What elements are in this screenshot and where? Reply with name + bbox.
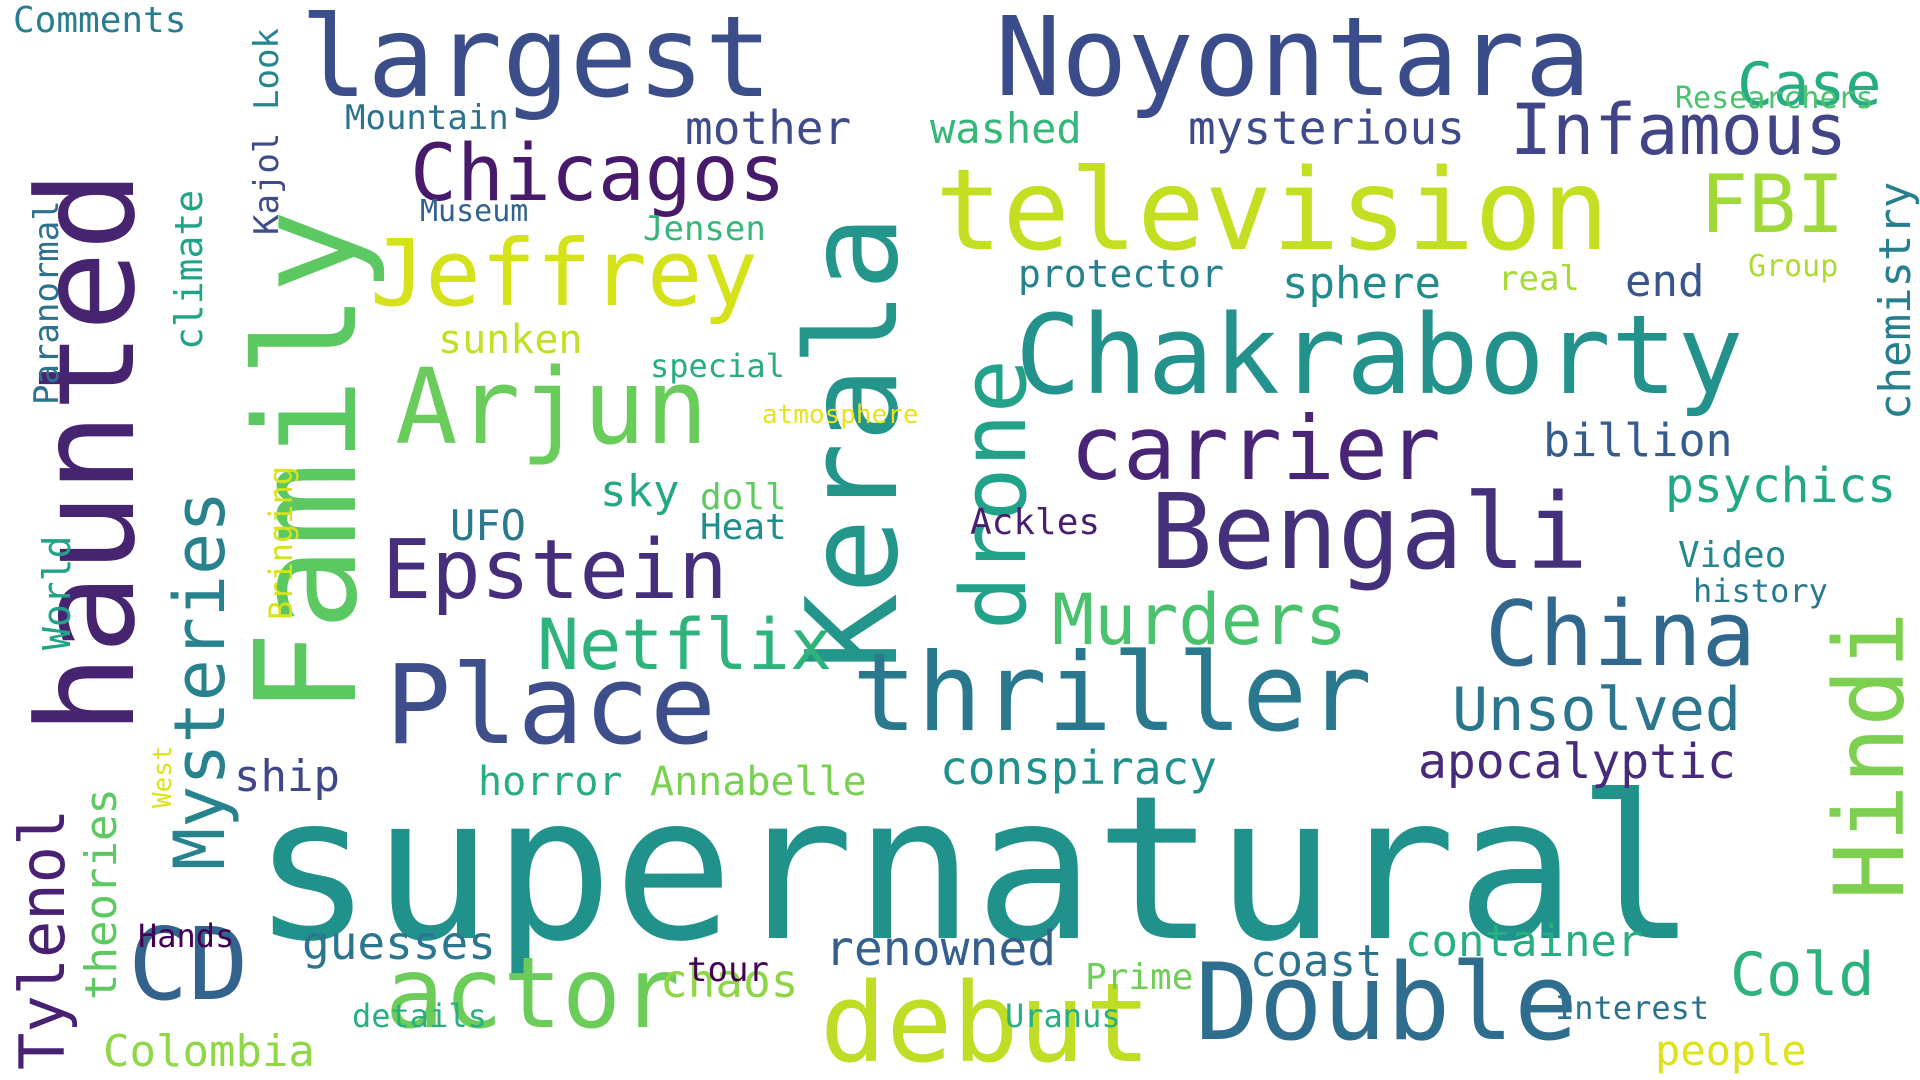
word-uranus: Uranus xyxy=(1005,997,1121,1035)
word-conspiracy: conspiracy xyxy=(940,741,1217,795)
word-washed: washed xyxy=(930,104,1082,153)
word-people: people xyxy=(1655,1026,1807,1075)
word-ufo: UFO xyxy=(450,501,526,550)
word-details: details xyxy=(352,997,487,1035)
word-mysteries: Mysteries xyxy=(159,490,241,870)
word-drone: drone xyxy=(942,359,1047,630)
word-chicagos: Chicagos xyxy=(410,129,786,219)
word-tylenol: Tylenol xyxy=(6,808,79,1070)
word-debut: debut xyxy=(820,959,1152,1080)
word-end: end xyxy=(1625,256,1705,307)
word-china: China xyxy=(1485,582,1756,687)
word-chaos: chaos xyxy=(660,954,799,1008)
word-sky: sky xyxy=(600,466,680,517)
word-real: real xyxy=(1498,259,1580,299)
word-prime: Prime xyxy=(1085,957,1194,998)
word-chakraborty: Chakraborty xyxy=(1015,291,1744,419)
word-doll: doll xyxy=(700,477,787,518)
word-world: World xyxy=(35,535,79,650)
word-epstein: Epstein xyxy=(382,523,728,618)
word-ackles: Ackles xyxy=(970,502,1101,543)
word-group: Group xyxy=(1748,249,1839,284)
word-billion: billion xyxy=(1543,414,1733,467)
word-jeffrey: Jeffrey xyxy=(370,220,758,327)
word-noyontara: Noyontara xyxy=(995,0,1592,121)
word-renowned: renowned xyxy=(825,921,1057,977)
word-family: Family xyxy=(226,209,389,715)
word-cd: CD xyxy=(128,906,249,1023)
word-mountain: Mountain xyxy=(345,98,509,138)
word-video: Video xyxy=(1678,535,1787,576)
word-guesses: guesses xyxy=(302,916,496,970)
word-museum: Museum xyxy=(420,194,529,229)
word-case: Case xyxy=(1737,50,1882,120)
word-protector: protector xyxy=(1018,252,1224,296)
word-heat: Heat xyxy=(700,507,787,548)
word-climate: climate xyxy=(167,189,211,350)
word-place: Place xyxy=(385,641,717,769)
word-theories: theories xyxy=(76,788,127,1000)
word-comments: Comments xyxy=(13,0,187,41)
word-container: container xyxy=(1405,916,1644,967)
word-television: television xyxy=(935,146,1610,276)
word-apocalyptic: apocalyptic xyxy=(1418,734,1736,790)
word-annabelle: Annabelle xyxy=(650,759,867,805)
word-unsolved: Unsolved xyxy=(1452,675,1741,745)
word-kerala: Kerala xyxy=(779,214,926,670)
word-actor: actor xyxy=(385,937,681,1051)
word-psychics: psychics xyxy=(1665,458,1897,514)
word-bengali: Bengali xyxy=(1150,471,1589,593)
word-cold: Cold xyxy=(1730,940,1875,1010)
word-look: Look xyxy=(247,28,287,110)
word-interest: Interest xyxy=(1555,989,1710,1027)
word-sphere: sphere xyxy=(1282,258,1441,309)
word-history: history xyxy=(1693,572,1828,610)
word-hands: Hands xyxy=(138,917,235,955)
word-infamous: Infamous xyxy=(1510,89,1848,171)
word-double: Double xyxy=(1195,941,1578,1064)
word-mysterious: mysterious xyxy=(1188,101,1465,155)
word-hindi: Hindi xyxy=(1814,611,1920,900)
word-largest: largest xyxy=(300,0,773,123)
word-colombia: Colombia xyxy=(103,1026,315,1077)
word-west: West xyxy=(148,745,178,808)
word-sunken: sunken xyxy=(438,317,583,363)
word-horror: horror xyxy=(478,759,623,805)
word-paranormal: Paranormal xyxy=(27,200,67,405)
word-kajol: Kajol xyxy=(247,132,287,235)
word-bringing: Bringing xyxy=(262,465,300,620)
word-carrier: carrier xyxy=(1070,397,1441,500)
word-netflix: Netflix xyxy=(537,604,833,686)
word-murders: Murders xyxy=(1052,579,1348,661)
word-researchers: Researchers xyxy=(1675,81,1874,116)
word-jensen: Jensen xyxy=(643,209,766,249)
word-supernatural: supernatural xyxy=(252,753,1697,986)
word-special: special xyxy=(650,347,785,385)
word-chemistry: chemistry xyxy=(1870,181,1920,420)
word-coast: coast xyxy=(1250,936,1383,987)
word-thriller: thriller xyxy=(852,631,1373,756)
word-tour: tour xyxy=(687,950,769,990)
word-atmosphere: atmosphere xyxy=(762,400,919,430)
word-mother: mother xyxy=(685,101,852,155)
word-ship: ship xyxy=(234,751,340,802)
word-arjun: Arjun xyxy=(395,346,709,468)
word-fbi: FBI xyxy=(1700,158,1845,251)
